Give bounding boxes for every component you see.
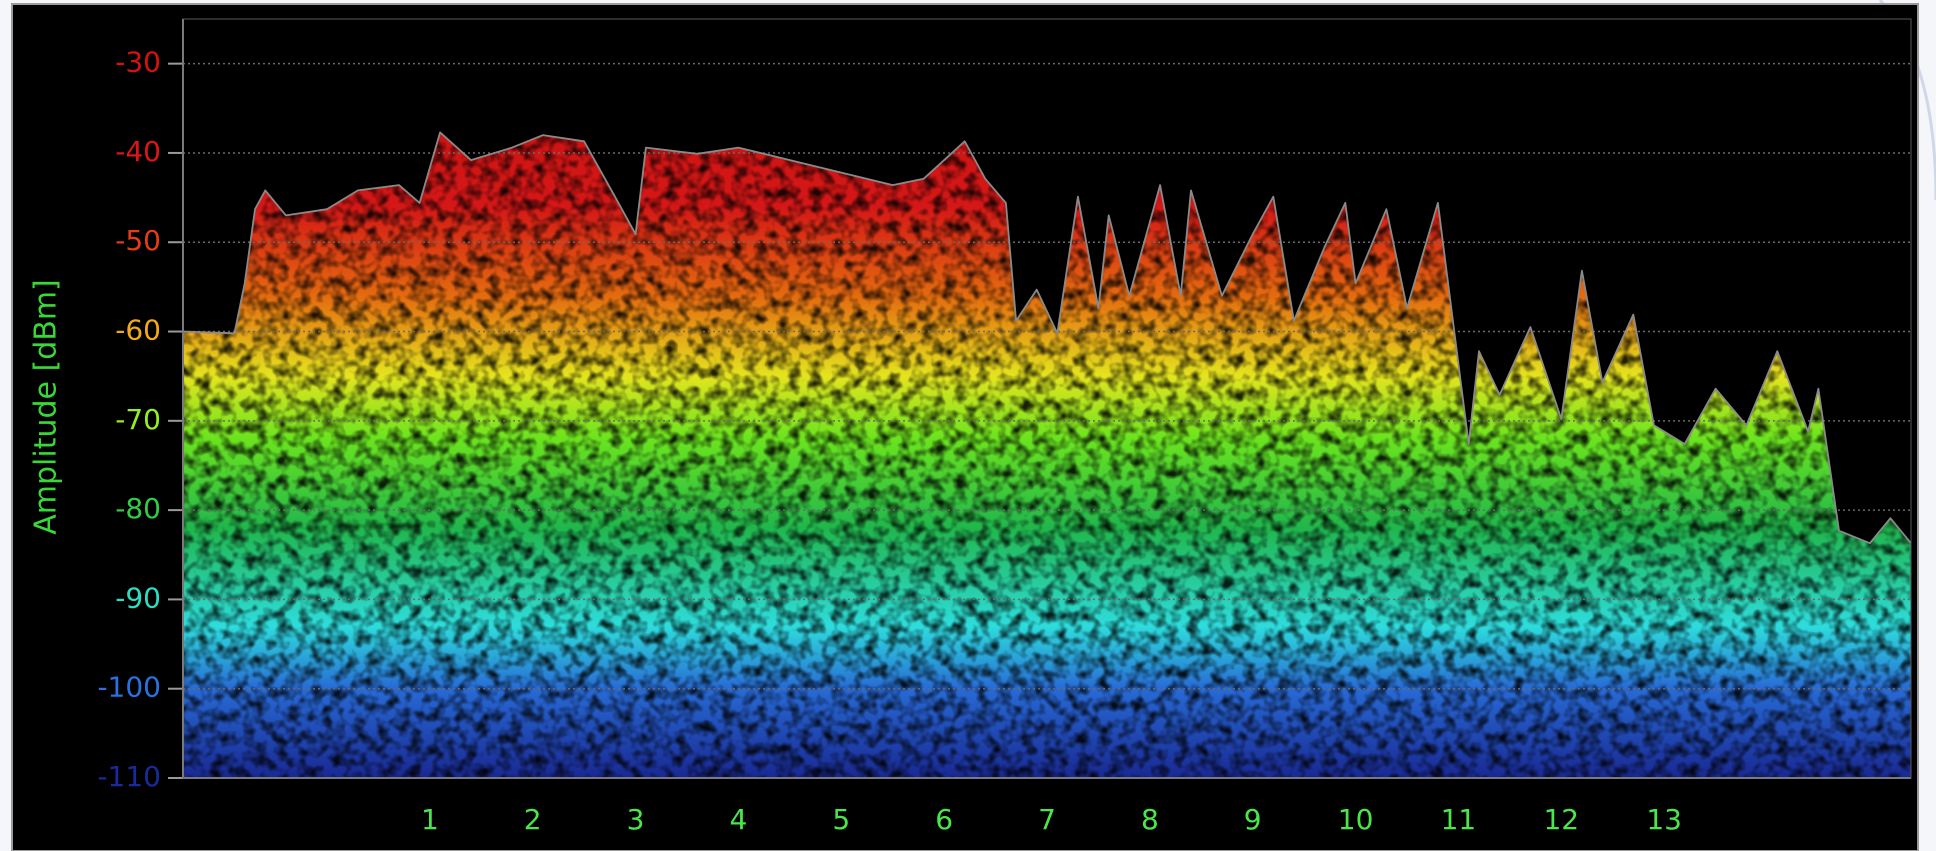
x-tick-label: 6 <box>935 803 953 836</box>
x-tick-label: 4 <box>730 803 748 836</box>
x-tick-label: 9 <box>1244 803 1262 836</box>
x-tick-label: 10 <box>1338 803 1374 836</box>
x-tick-label: 13 <box>1646 803 1682 836</box>
max-trace <box>182 131 1912 545</box>
y-axis-label: Amplitude [dBm] <box>29 279 64 535</box>
y-tick-label: -90 <box>115 581 161 614</box>
y-tick-label: -70 <box>115 403 161 436</box>
x-tick-label: 8 <box>1141 803 1159 836</box>
y-tick-label: -60 <box>115 314 161 347</box>
y-tick-label: -100 <box>97 671 161 704</box>
y-tick-label: -50 <box>115 224 161 257</box>
y-tick-label: -80 <box>115 492 161 525</box>
y-tick-label: -30 <box>115 46 161 79</box>
plot-frame <box>182 18 1912 779</box>
x-tick-label: 12 <box>1543 803 1579 836</box>
x-tick-label: 5 <box>832 803 850 836</box>
y-tick-label: -110 <box>97 760 161 793</box>
x-tick-label: 2 <box>524 803 542 836</box>
x-tick-label: 3 <box>627 803 645 836</box>
x-tick-label: 7 <box>1038 803 1056 836</box>
x-tick-label: 11 <box>1441 803 1477 836</box>
y-tick-label: -40 <box>115 135 161 168</box>
x-tick-label: 1 <box>421 803 439 836</box>
